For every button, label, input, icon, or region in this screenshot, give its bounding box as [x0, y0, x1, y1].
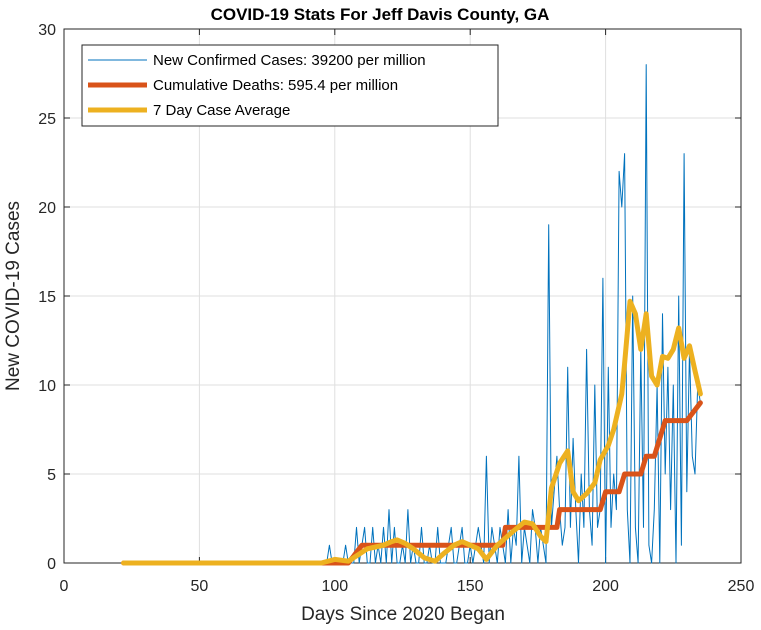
legend-entry-label: Cumulative Deaths: 595.4 per million: [153, 77, 398, 94]
y-tick-label: 25: [38, 111, 56, 128]
x-tick-label: 0: [60, 578, 69, 595]
x-axis-label: Days Since 2020 Began: [301, 604, 505, 625]
chart-title: COVID-19 Stats For Jeff Davis County, GA: [211, 5, 550, 24]
legend-entry-label: 7 Day Case Average: [153, 102, 290, 119]
x-tick-label: 100: [321, 578, 348, 595]
x-tick-label: 250: [728, 578, 755, 595]
y-tick-label: 30: [38, 22, 56, 39]
y-tick-label: 10: [38, 378, 56, 395]
legend: New Confirmed Cases: 39200 per million Cu…: [81, 44, 499, 127]
ticks: 0 50 100 150 200 250 0 5 10 15 20 25 30: [38, 22, 754, 595]
x-tick-label: 150: [457, 578, 484, 595]
x-tick-label: 200: [592, 578, 619, 595]
y-tick-label: 15: [38, 289, 56, 306]
series-layer: [121, 64, 703, 566]
y-tick-label: 0: [47, 556, 56, 573]
y-axis-label: New COVID-19 Cases: [3, 201, 24, 391]
y-tick-label: 20: [38, 200, 56, 217]
legend-box: [81, 44, 499, 127]
x-tick-label: 50: [191, 578, 209, 595]
series-line-3: [121, 298, 703, 566]
legend-entry-label: New Confirmed Cases: 39200 per million: [153, 52, 426, 69]
y-tick-label: 5: [47, 467, 56, 484]
